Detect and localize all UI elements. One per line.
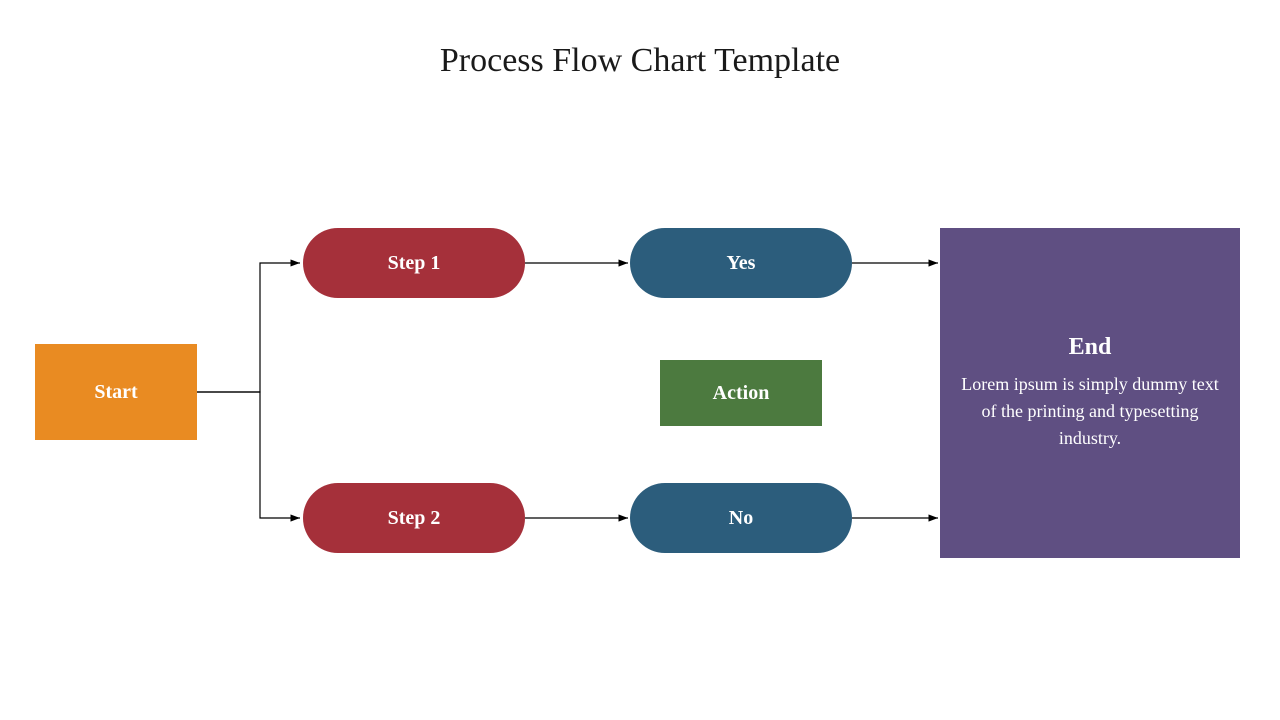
- edge-group: [197, 263, 938, 518]
- node-step2: Step 2: [303, 483, 525, 553]
- node-step1: Step 1: [303, 228, 525, 298]
- node-step2-label: Step 2: [388, 507, 441, 530]
- flowchart-canvas: Process Flow Chart Template Start Step 1…: [0, 0, 1280, 720]
- node-action-label: Action: [713, 382, 770, 405]
- node-no: No: [630, 483, 852, 553]
- node-end-subtext: Lorem ipsum is simply dummy text of the …: [940, 371, 1240, 452]
- edge: [197, 263, 300, 392]
- node-step1-label: Step 1: [388, 252, 441, 275]
- edge: [197, 392, 300, 518]
- node-action: Action: [660, 360, 822, 426]
- node-end-label: End: [1069, 334, 1112, 361]
- title-text: Process Flow Chart Template: [440, 42, 840, 79]
- node-no-label: No: [729, 507, 753, 530]
- node-yes: Yes: [630, 228, 852, 298]
- page-title: Process Flow Chart Template: [0, 42, 1280, 80]
- node-start: Start: [35, 344, 197, 440]
- node-end: End Lorem ipsum is simply dummy text of …: [940, 228, 1240, 558]
- node-yes-label: Yes: [727, 252, 756, 275]
- node-start-label: Start: [94, 381, 137, 404]
